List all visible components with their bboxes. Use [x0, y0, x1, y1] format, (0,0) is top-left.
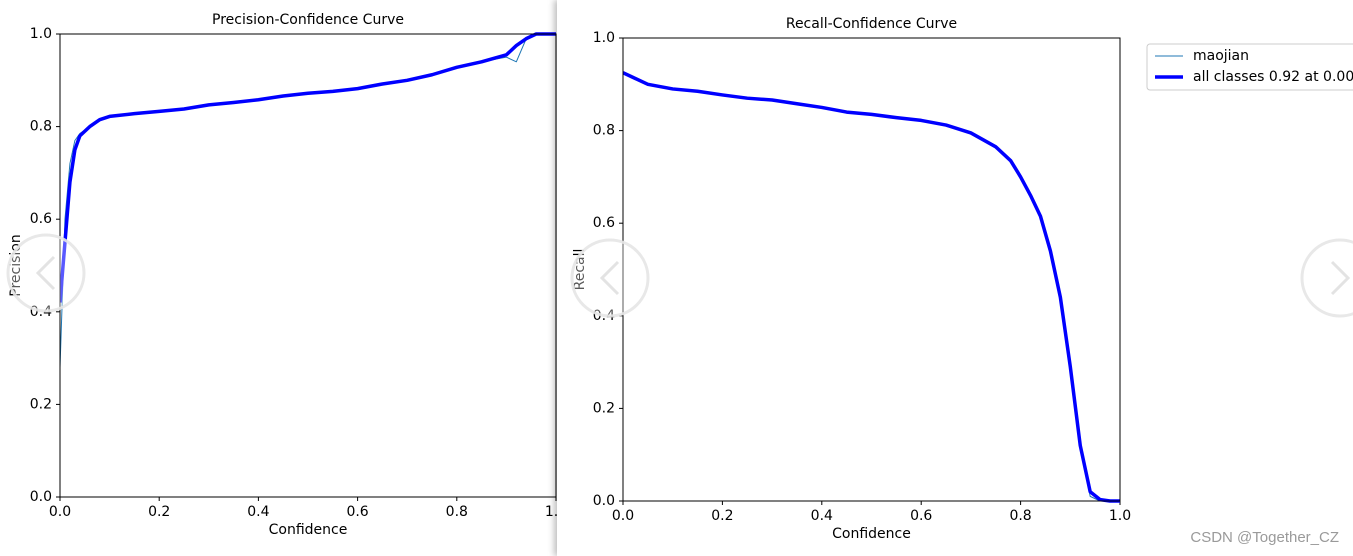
legend-box — [1146, 43, 1353, 91]
x-tick-label: 0.0 — [49, 504, 71, 520]
y-tick-label: 0.8 — [30, 119, 52, 135]
y-tick-label: 0.6 — [30, 211, 52, 227]
chart: Recall-Confidence Curve Confidence Recall 0… — [572, 16, 1353, 542]
y-tick-label: 0.2 — [593, 400, 615, 416]
x-tick-label: 0.2 — [711, 508, 733, 524]
image-panel: Recall-Confidence Curve Confidence Recall 0… — [557, 0, 1353, 556]
chart-title: Precision-Confidence Curve — [212, 12, 404, 28]
x-axis-label: Confidence — [832, 526, 911, 542]
y-tick-label: 0.2 — [30, 396, 52, 412]
series-line — [623, 72, 1120, 502]
y-tick-label: 0.8 — [593, 123, 615, 139]
y-axis-label: Recall — [572, 249, 588, 291]
x-tick-label: 0.8 — [1009, 508, 1031, 524]
series-line — [623, 71, 1120, 503]
x-axis-label: Confidence — [269, 522, 348, 538]
chart-title: Recall-Confidence Curve — [786, 16, 957, 32]
x-tick-label: 0.6 — [910, 508, 932, 524]
plot-frame — [59, 33, 557, 498]
x-tick-label: 0.2 — [148, 504, 170, 520]
series-line — [60, 32, 556, 303]
watermark: CSDN @Together_CZ — [1190, 529, 1339, 546]
y-tick-label: 1.0 — [30, 26, 52, 42]
x-tick-label: 0.4 — [247, 504, 269, 520]
x-tick-label: 0.6 — [346, 504, 368, 520]
y-tick-label: 0.4 — [593, 308, 615, 324]
y-tick-label: 0.0 — [30, 489, 52, 505]
y-tick-label: 0.4 — [30, 304, 52, 320]
x-tick-label: 0.4 — [811, 508, 833, 524]
y-tick-label: 0.6 — [593, 215, 615, 231]
y-tick-label: 0.0 — [593, 493, 615, 509]
y-axis-label: Precision — [8, 234, 24, 296]
legend-label: all classes 0.92 at 0.00 — [1193, 69, 1353, 85]
x-tick-label: 1.0 — [1109, 508, 1131, 524]
x-tick-label: 0.0 — [612, 508, 634, 524]
x-tick-label: 0.8 — [446, 504, 468, 520]
plot-frame — [622, 37, 1121, 502]
series-line — [60, 33, 556, 368]
y-tick-label: 1.0 — [593, 30, 615, 46]
legend-label: maojian — [1193, 48, 1249, 64]
